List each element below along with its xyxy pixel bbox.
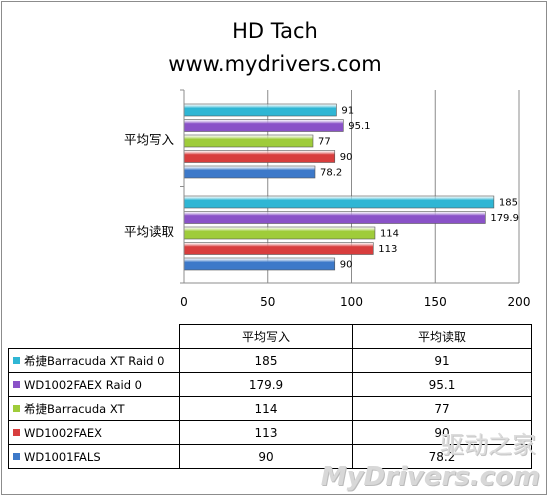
table-cell: 91 [352,348,532,373]
bar [183,195,495,209]
series-name: WD1002FAEX Raid 0 [24,377,142,392]
table-header-row: 平均写入 平均读取 [9,324,532,349]
data-label: 185 [499,198,518,209]
watermark-logo-text: 驱动之家 [440,431,536,459]
x-tick-label: 100 [340,295,363,309]
bar [183,103,337,117]
series-name-cell: WD1002FAEX [8,420,180,445]
bar [183,150,336,163]
series-name: WD1001FALS [24,449,101,464]
data-table: 平均写入 平均读取 希捷Barracuda XT Raid 0 185 91 WD10… [8,324,532,469]
table-row: 希捷Barracuda XT 114 77 [8,396,532,421]
data-label: 77 [318,137,331,148]
table-cell: 78.2 [352,444,532,469]
table-cell: 77 [352,396,532,421]
legend-swatch [13,428,20,436]
data-label: 113 [378,244,397,255]
column-header: 平均写入 [179,324,353,349]
watermark-site: MyDrivers.com [320,462,540,492]
series-name-cell: WD1002FAEX Raid 0 [8,372,180,397]
x-tick-label: 0 [180,295,188,309]
category-label: 平均写入 [124,132,175,147]
table-cell: 113 [179,420,353,445]
legend-swatch [13,356,20,364]
table-row: WD1002FAEX 113 90 [8,420,532,445]
table-corner [9,325,180,349]
column-header: 平均读取 [352,324,532,349]
data-label: 90 [340,260,353,271]
data-label: 90 [340,152,353,163]
table-cell: 179.9 [179,372,353,397]
bar [183,119,344,132]
x-tick-label: 150 [424,295,447,309]
labels: 0 50 100 150 200 平均写入 91 95.1 77 90 78.2 平均读取 185 179… [124,106,530,310]
data-label: 95.1 [348,121,370,132]
bar [183,211,486,224]
series-name-cell: WD1001FALS [8,444,180,469]
table-cell: 185 [179,348,353,373]
table-cell: 90 [179,444,353,469]
bar [183,257,336,271]
bar-chart: 0 50 100 150 200 平均写入 91 95.1 77 90 78.2 平均读取 185 179… [124,89,530,310]
table-cell: 95.1 [352,372,532,397]
data-label: 91 [341,106,354,117]
series-name: WD1002FAEX [24,425,103,440]
data-label: 78.2 [320,168,342,179]
table-row: 希捷Barracuda XT Raid 0 185 91 [8,348,532,373]
chart-title: HD Tach [232,19,318,43]
bar [183,165,316,179]
data-label: 114 [380,229,399,240]
series-name: 希捷Barracuda XT [24,401,125,416]
axes [180,89,519,284]
series-name: 希捷Barracuda XT Raid 0 [24,353,165,368]
category-label: 平均读取 [124,224,175,239]
table-row: WD1002FAEX Raid 0 179.9 95.1 [8,372,532,397]
table-cell: 90 [352,420,532,445]
bar [183,226,376,240]
table-cell: 114 [179,396,353,421]
series-name-cell: 希捷Barracuda XT Raid 0 [8,348,180,373]
bar [183,134,314,148]
series-name-cell: 希捷Barracuda XT [8,396,180,421]
legend-swatch [13,404,20,412]
bars [183,103,495,271]
legend-swatch [13,380,20,388]
x-tick-label: 50 [260,295,275,309]
legend-swatch [13,452,20,460]
data-label: 179.9 [490,213,519,224]
table-row: WD1001FALS 90 78.2 [8,444,532,469]
chart-subtitle: www.mydrivers.com [168,52,382,76]
x-tick-label: 200 [508,295,531,309]
bar [183,242,374,255]
